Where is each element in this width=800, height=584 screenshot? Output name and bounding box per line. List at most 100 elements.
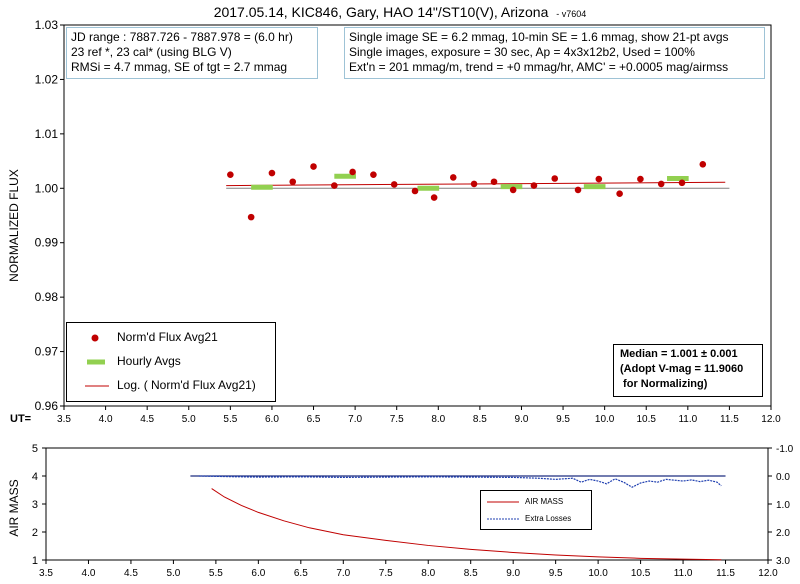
- legend-item-fit: Log. ( Norm'd Flux Avg21): [67, 377, 275, 395]
- y-tick-label: 0.97: [35, 345, 59, 359]
- x-tick-label: 7.0: [336, 568, 350, 579]
- flux-point: [574, 186, 582, 194]
- y-tick-label: 5: [32, 443, 38, 455]
- flux-point: [678, 179, 686, 187]
- y-tick-label: 1: [32, 555, 38, 567]
- flux-point: [699, 161, 707, 168]
- airmass-legend: AIR MASS Extra Losses: [480, 490, 592, 530]
- info-left-line-1: JD range : 7887.726 - 7887.978 = (6.0 hr…: [71, 30, 293, 44]
- info-right-line-3: Ext'n = 201 mmag/m, trend = +0 mmag/hr, …: [349, 60, 729, 74]
- y-tick-label: 1.02: [35, 72, 59, 86]
- x-tick-label: 6.0: [265, 414, 279, 425]
- y-tick-label: 3: [32, 499, 38, 511]
- x-tick-label: 3.5: [39, 568, 53, 579]
- x-tick-label: 5.5: [223, 414, 237, 425]
- flux-legend: Norm'd Flux Avg21 Hourly Avgs Log. ( Nor…: [66, 322, 276, 402]
- flux-point: [349, 168, 356, 176]
- x-tick-label: 9.5: [556, 414, 570, 425]
- flux-point: [430, 194, 438, 201]
- flux-point: [616, 190, 623, 198]
- flux-point: [370, 171, 377, 178]
- x-tick-label: 4.0: [82, 568, 96, 579]
- legend-label-hourly: Hourly Avgs: [117, 354, 181, 368]
- x-tick-label: 5.0: [166, 568, 180, 579]
- flux-point: [530, 182, 538, 189]
- x-tick-label: 9.5: [549, 568, 563, 579]
- legend-label-fit: Log. ( Norm'd Flux Avg21): [117, 378, 256, 392]
- x-axis-label: UT=: [10, 413, 31, 425]
- flux-point: [289, 178, 297, 186]
- bottom-plot: 1 2 3 4 5 3.0 2.0 1.0 0.0 -1.0 3.5 4.0 4.5 5.0 5.5 6.0 6…: [7, 443, 794, 579]
- x-tick-label: 8.0: [431, 414, 445, 425]
- legend-label-flux: Norm'd Flux Avg21: [117, 330, 218, 344]
- info-box-right: Single image SE = 6.2 mmag, 10-min SE = …: [344, 27, 765, 79]
- median-line-3: for Normalizing): [620, 378, 708, 390]
- y2-tick-label: 3.0: [776, 556, 790, 567]
- flux-point: [637, 175, 644, 183]
- y-tick-label: 1.00: [35, 181, 59, 195]
- chart-version: - v7604: [556, 9, 586, 19]
- x-tick-label: 8.0: [421, 568, 435, 579]
- legend-label-airmass: AIR MASS: [525, 497, 564, 506]
- legend-item-hourly: Hourly Avgs: [67, 353, 275, 371]
- x-tick-label: 6.5: [307, 414, 321, 425]
- x-tick-label: 10.5: [631, 568, 651, 579]
- x-tick-label: 4.0: [99, 414, 113, 425]
- chart-title: 2017.05.14, KIC846, Gary, HAO 14"/ST10(V…: [214, 4, 587, 20]
- median-line-1: Median = 1.001 ± 0.001: [620, 348, 738, 360]
- median-line-2: (Adopt V-mag = 11.9060: [620, 363, 744, 375]
- y2-tick-label: 0.0: [776, 472, 790, 483]
- flux-point: [470, 180, 478, 188]
- x-tick-label: 10.0: [595, 414, 615, 425]
- flux-point: [490, 178, 498, 186]
- x-tick-label: 11.0: [678, 414, 697, 425]
- x-tick-label: 9.0: [515, 414, 529, 425]
- extra-losses-line: [198, 475, 722, 488]
- x-tick-label: 12.0: [758, 568, 778, 579]
- flux-point: [411, 187, 419, 195]
- y2-tick-label: 1.0: [776, 500, 790, 511]
- x-tick-label: 5.0: [182, 414, 196, 425]
- flux-point: [509, 186, 517, 194]
- median-box: Median = 1.001 ± 0.001 (Adopt V-mag = 11…: [613, 344, 763, 397]
- y-axis-label: NORMALIZED FLUX: [7, 169, 21, 282]
- flux-point: [331, 182, 338, 189]
- legend-item-flux: Norm'd Flux Avg21: [67, 329, 275, 347]
- flux-point: [657, 180, 665, 188]
- x-tick-label: 5.5: [209, 568, 223, 579]
- y-tick-label: 0.99: [35, 236, 59, 250]
- x-tick-label: 11.5: [720, 414, 739, 425]
- x-tick-label: 9.0: [506, 568, 520, 579]
- legend-label-losses: Extra Losses: [525, 514, 572, 523]
- flux-point: [268, 169, 276, 177]
- x-tick-label: 4.5: [140, 414, 154, 425]
- info-left-line-3: RMSi = 4.7 mmag, SE of tgt = 2.7 mmag: [71, 60, 288, 74]
- x-tick-label: 10.0: [588, 568, 608, 579]
- x-tick-label: 10.5: [637, 414, 657, 425]
- x-tick-label: 3.5: [57, 414, 71, 425]
- x-tick-label: 11.5: [716, 568, 735, 579]
- x-tick-label: 8.5: [473, 414, 487, 425]
- x-tick-label: 6.5: [294, 568, 308, 579]
- x-tick-label: 8.5: [464, 568, 478, 579]
- y-tick-label: 1.03: [35, 18, 59, 32]
- x-tick-label: 7.5: [379, 568, 393, 579]
- x-tick-label: 7.0: [348, 414, 362, 425]
- flux-point: [247, 213, 255, 221]
- y-tick-label: 0.96: [35, 399, 59, 413]
- y2-tick-label: 2.0: [776, 528, 790, 539]
- flux-point: [227, 171, 234, 178]
- y-tick-label: 4: [32, 471, 38, 483]
- x-tick-label: 7.5: [390, 414, 404, 425]
- y-tick-label: 0.98: [35, 290, 59, 304]
- info-right-line-1: Single image SE = 6.2 mmag, 10-min SE = …: [349, 30, 729, 44]
- flux-point: [390, 181, 398, 188]
- legend-item-losses: Extra Losses: [481, 513, 591, 525]
- info-right-line-2: Single images, exposure = 30 sec, Ap = 4…: [349, 45, 695, 59]
- info-box-left: JD range : 7887.726 - 7887.978 = (6.0 hr…: [66, 27, 318, 79]
- chart-title-main: 2017.05.14, KIC846, Gary, HAO 14"/ST10(V…: [214, 4, 549, 20]
- flux-point: [310, 163, 317, 170]
- y-axis-label: AIR MASS: [7, 479, 21, 536]
- flux-point: [595, 175, 603, 183]
- info-left-line-2: 23 ref *, 23 cal* (using BLG V): [71, 45, 232, 59]
